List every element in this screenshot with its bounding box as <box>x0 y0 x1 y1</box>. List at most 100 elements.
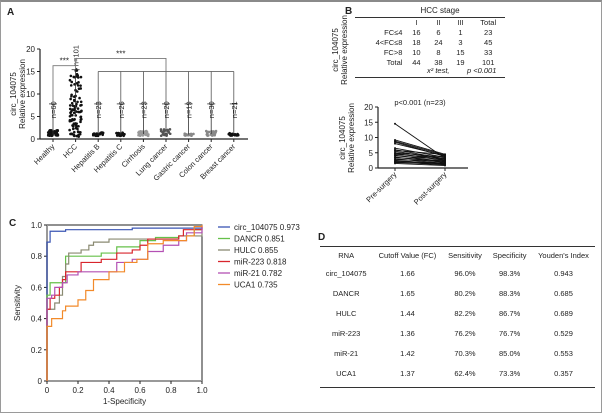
panel-b-table-ylabel: circ_104075Relative expression <box>331 15 349 85</box>
data-point <box>76 84 80 87</box>
data-point <box>71 127 75 131</box>
plot-frame <box>46 224 203 382</box>
data-point <box>72 75 76 79</box>
column-header: RNA <box>338 250 355 260</box>
column-header: Specificity <box>492 250 527 260</box>
data-point <box>78 96 81 100</box>
table-cell: 44 <box>412 58 421 67</box>
data-point <box>79 75 83 79</box>
column-header: I <box>415 18 418 27</box>
paired-line <box>394 153 446 159</box>
data-point <box>71 104 75 107</box>
table-cell: 98.3% <box>499 268 521 278</box>
table-cell: 1.37 <box>400 368 415 378</box>
data-point <box>236 133 240 136</box>
data-point <box>190 134 193 138</box>
table-cell: 76.7% <box>499 328 521 338</box>
n-label: n=20 <box>162 101 171 118</box>
table-cell: 15 <box>456 48 465 57</box>
data-point <box>70 119 73 123</box>
y-tick-label: 0.4 <box>31 315 43 324</box>
chi-square-test-label: x² test, <box>427 66 450 75</box>
data-point <box>70 93 73 97</box>
roc-curve-dancr <box>46 228 203 381</box>
table-cell: 62.4% <box>454 368 476 378</box>
y-tick-label: 15 <box>26 68 35 77</box>
significance-stars: *** <box>116 49 125 58</box>
paired-line <box>394 157 446 162</box>
data-point <box>233 132 237 136</box>
n-label: n=60 <box>49 101 58 118</box>
data-point <box>74 124 78 127</box>
data-point <box>121 133 125 136</box>
y-axis-label: Sensitivity <box>13 285 22 321</box>
data-point <box>48 129 51 133</box>
roc-summary-table: RNA Cutoff Value (FC) Sensitivity Specifici… <box>320 246 595 388</box>
data-point <box>165 134 168 137</box>
y-axis-label-line: circ_104075 <box>338 116 347 160</box>
table-row: Total 44 38 19 101 <box>355 58 505 68</box>
n-label: n=21 <box>230 101 239 118</box>
data-point <box>76 107 80 110</box>
n-label: n=101 <box>72 45 81 66</box>
table-cell: 1.65 <box>400 288 415 298</box>
panel-label-b: B <box>345 6 353 17</box>
legend-label: circ_104075 0.973 <box>234 223 300 232</box>
data-point <box>95 134 99 137</box>
table-cell: 101 <box>481 58 495 67</box>
data-point <box>77 133 80 137</box>
table-cell: 24 <box>434 38 443 47</box>
legend-label: DANCR 0.851 <box>234 235 285 244</box>
column-header <box>355 18 405 28</box>
data-point <box>68 114 72 118</box>
roc-curve-mir-223 <box>46 226 203 381</box>
data-point <box>79 100 83 104</box>
table-cell: 8 <box>436 48 441 57</box>
y-tick-label: 5 <box>369 149 374 158</box>
data-point <box>55 131 58 135</box>
roc-curve-uca1 <box>46 225 203 381</box>
panel-label-a: A <box>7 7 15 18</box>
significance-bracket <box>75 58 167 72</box>
data-point <box>167 130 171 134</box>
data-point <box>159 128 163 131</box>
data-point <box>50 134 53 138</box>
data-point <box>228 133 232 137</box>
panel-a-scatter-chart: 0 5 10 15 20 circ_104075Relative expression He… <box>9 45 248 183</box>
table-cell: 1.66 <box>400 268 415 278</box>
table-cell: 88.3% <box>499 288 521 298</box>
paired-line <box>394 155 446 160</box>
n-label: n=23 <box>139 101 148 118</box>
table-cell: 10 <box>412 48 421 57</box>
x-tick-label: 0.8 <box>165 386 177 395</box>
panel-label-c: C <box>9 218 17 229</box>
table-cell: 73.3% <box>499 368 521 378</box>
y-tick-label: 0 <box>38 377 43 386</box>
y-tick-label: 0.2 <box>31 346 43 355</box>
n-label: n=30 <box>207 101 216 118</box>
column-header: II <box>436 18 441 27</box>
data-point <box>205 131 209 134</box>
data-point <box>168 132 172 136</box>
table-cell: 1.42 <box>400 348 415 358</box>
data-point <box>75 82 79 85</box>
data-point <box>72 98 76 102</box>
n-label: n=19 <box>185 101 194 118</box>
data-point <box>80 117 83 121</box>
table-cell: 96.0% <box>454 268 476 278</box>
data-point <box>212 130 216 134</box>
data-point <box>68 78 72 82</box>
table-cell: FC≤4 <box>384 28 403 37</box>
table-cell: 3 <box>458 38 463 47</box>
column-header: Youden's Index <box>538 250 589 260</box>
table-cell: 76.2% <box>454 328 476 338</box>
table-cell: 23 <box>484 28 493 37</box>
p-value-annotation: p<0.001 (n=23) <box>394 98 446 107</box>
data-point <box>144 133 147 136</box>
roc-curve-mir-21 <box>46 226 203 381</box>
data-point <box>78 110 82 114</box>
table-cell: 0.357 <box>554 368 573 378</box>
paired-line <box>394 140 446 156</box>
data-point <box>70 113 74 117</box>
table-cell: 80.2% <box>454 288 476 298</box>
